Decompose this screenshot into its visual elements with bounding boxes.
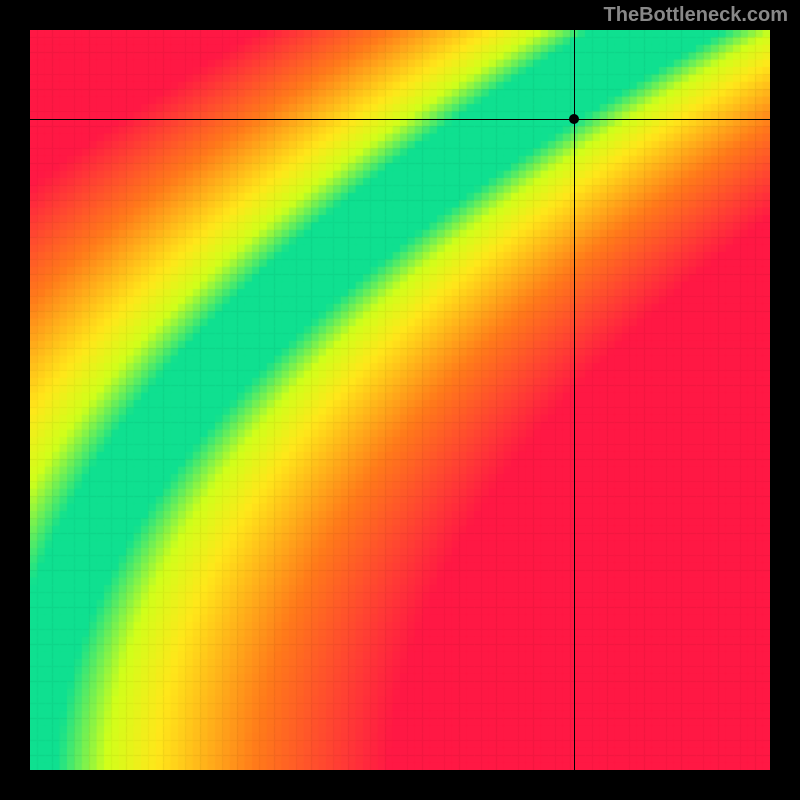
marker-point (569, 114, 579, 124)
crosshair-horizontal (30, 119, 770, 120)
watermark-text: TheBottleneck.com (604, 4, 788, 27)
heatmap-canvas (30, 30, 770, 770)
crosshair-vertical (574, 30, 575, 770)
heatmap-chart (30, 30, 770, 770)
